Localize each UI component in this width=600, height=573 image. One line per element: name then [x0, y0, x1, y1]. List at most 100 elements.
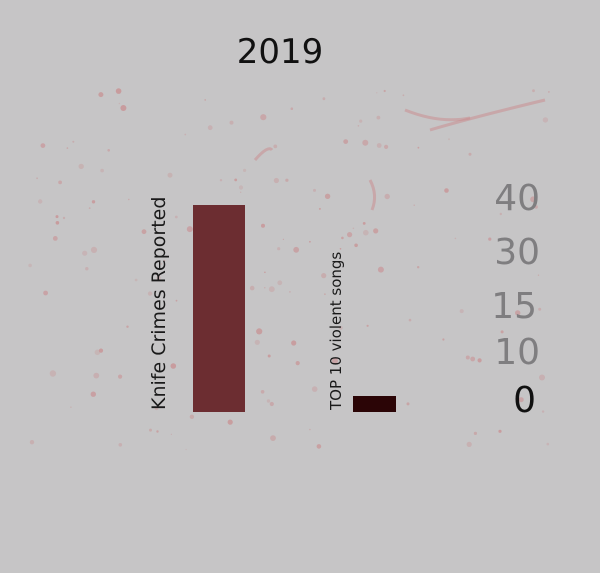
splatter-dot [293, 246, 300, 253]
splatter-dot [126, 325, 129, 328]
splatter-dot [115, 88, 122, 94]
splatter-dot [91, 200, 96, 204]
splatter-dot [383, 89, 386, 93]
splatter-dot [359, 119, 363, 123]
splatter-dot [343, 139, 349, 145]
splatter-dot [277, 247, 281, 251]
splatter-dot [98, 348, 104, 353]
splatter-dot [406, 402, 410, 406]
splatter-dot [295, 361, 300, 366]
splatter-dot [88, 207, 91, 210]
splatter-dot [58, 180, 62, 185]
splatter-dot [66, 147, 69, 149]
scale-tick-15: 15 [491, 286, 537, 327]
splatter-dot [339, 248, 342, 250]
splatter-dot [118, 443, 123, 447]
splatter-dot [321, 273, 327, 279]
splatter-dot [537, 274, 540, 276]
splatter-dot [366, 324, 369, 327]
splatter-dot [548, 91, 550, 93]
splatter-dot [309, 240, 311, 243]
splatter-dot [530, 196, 536, 203]
splatter-dot [85, 267, 89, 271]
splatter-dot [98, 92, 104, 98]
splatter-dot [532, 89, 535, 93]
splatter-streak [429, 98, 546, 132]
splatter-dot [134, 278, 138, 282]
splatter-dot [149, 428, 152, 432]
splatter-dot [100, 168, 104, 173]
splatter-dot [118, 102, 121, 105]
splatter-dot [477, 358, 482, 363]
splatter-dot [62, 216, 66, 220]
splatter-dot [442, 338, 445, 341]
splatter-dot [240, 191, 242, 193]
splatter-dot [363, 229, 369, 236]
splatter-dot [341, 236, 344, 240]
splatter-dot [78, 163, 84, 170]
splatter-dot [362, 139, 369, 146]
splatter-dot [267, 354, 271, 358]
splatter-dot [94, 349, 101, 356]
splatter-dot [260, 390, 265, 394]
splatter-dot [499, 212, 502, 216]
splatter-dot [354, 243, 358, 248]
splatter-dot [219, 179, 223, 182]
splatter-dot [417, 146, 420, 149]
splatter-streak [368, 179, 377, 211]
splatter-dot [534, 205, 538, 209]
splatter-dot [332, 357, 338, 364]
splatter-dot [128, 198, 130, 201]
splatter-dot [174, 215, 178, 219]
splatter-dot [141, 229, 147, 235]
splatter-dot [384, 193, 390, 200]
splatter-dot [268, 286, 275, 293]
splatter-dot [285, 178, 289, 182]
splatter-dot [28, 263, 32, 268]
bar-label-knife-crimes: Knife Crimes Reported [148, 196, 170, 410]
splatter-dot [93, 372, 100, 379]
splatter-dot [377, 266, 384, 273]
splatter-dot [90, 246, 98, 253]
splatter-dot [466, 441, 472, 447]
splatter-dot [167, 172, 173, 178]
splatter-dot [243, 168, 247, 172]
splatter-dot [465, 355, 470, 360]
splatter-dot [82, 250, 88, 256]
splatter-dot [352, 227, 355, 230]
splatter-dot [154, 406, 159, 411]
splatter-dot [373, 228, 379, 234]
splatter-dot [376, 92, 378, 94]
splatter-dot [324, 193, 331, 199]
splatter-dot [185, 448, 187, 451]
splatter-dot [254, 339, 260, 345]
splatter-dot [376, 115, 381, 120]
splatter-dot [43, 290, 48, 296]
bar-violent-songs [353, 396, 396, 412]
splatter-dot [156, 275, 161, 280]
splatter-dot [264, 287, 266, 289]
splatter-dot [40, 143, 46, 149]
splatter-dot [256, 328, 263, 335]
chart-title: 2019 [236, 32, 324, 72]
splatter-dot [266, 399, 271, 403]
splatter-dot [260, 114, 267, 121]
splatter-dot [160, 263, 163, 265]
splatter-dot [184, 133, 187, 136]
splatter-dot [273, 144, 278, 149]
splatter-dot [498, 429, 502, 433]
splatter-dot [338, 326, 343, 330]
splatter-dot [29, 440, 35, 445]
splatter-dot [282, 238, 284, 240]
splatter-dot [189, 414, 195, 419]
splatter-dot [542, 117, 549, 123]
splatter-dot [473, 431, 477, 435]
splatter-dot [264, 271, 266, 274]
splatter-dot [316, 444, 322, 449]
splatter-dot [313, 188, 316, 192]
splatter-dot [408, 318, 412, 322]
splatter-dot [238, 185, 244, 190]
splatter-dot [291, 340, 297, 346]
